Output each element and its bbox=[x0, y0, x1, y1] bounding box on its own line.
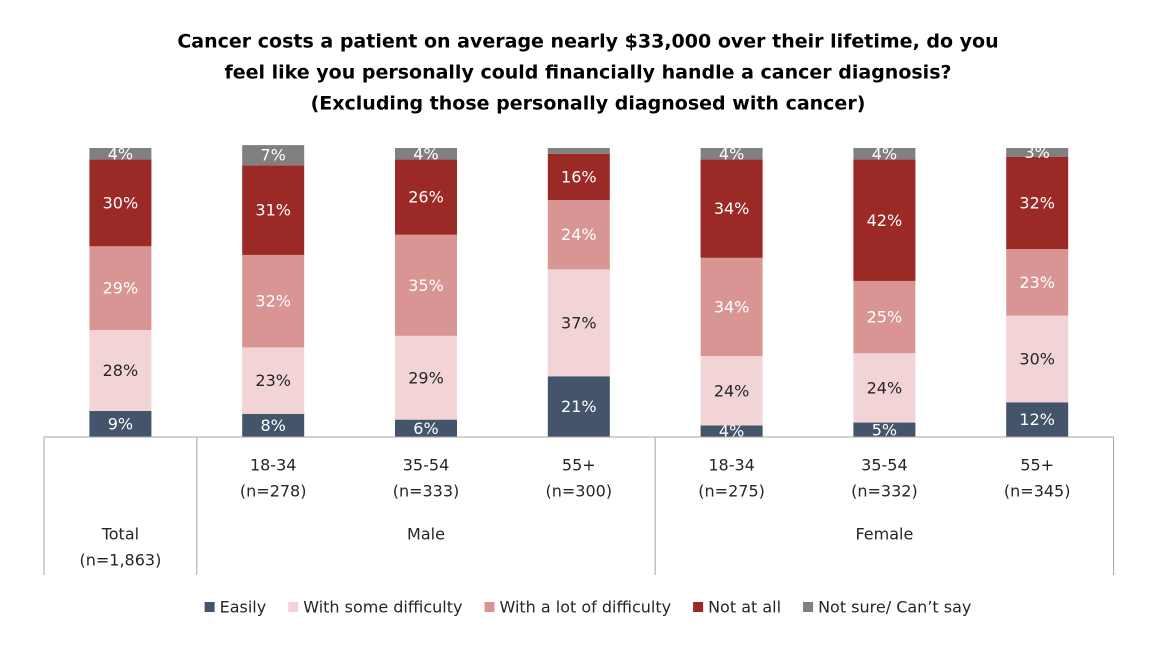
x-tick-label: (n=275) bbox=[698, 482, 765, 501]
x-tick-label: (n=332) bbox=[851, 482, 918, 501]
data-label: 23% bbox=[255, 371, 291, 390]
data-label: 3% bbox=[1025, 143, 1050, 162]
x-tick-label: (n=278) bbox=[240, 482, 307, 501]
data-label: 28% bbox=[103, 361, 139, 380]
data-label: 9% bbox=[108, 414, 133, 433]
bar-segment bbox=[547, 269, 610, 377]
data-label: 23% bbox=[1019, 273, 1055, 292]
data-label: 31% bbox=[255, 201, 291, 220]
legend-swatch bbox=[693, 602, 704, 612]
bar-segment bbox=[700, 425, 763, 437]
bar-segment bbox=[547, 200, 610, 270]
bar-segment bbox=[547, 148, 610, 154]
chart-title: feel like you personally could financial… bbox=[224, 62, 951, 84]
data-label: 24% bbox=[714, 381, 750, 400]
bar-segment bbox=[1006, 156, 1069, 250]
data-label: 32% bbox=[1019, 193, 1055, 212]
data-label: 12% bbox=[1019, 410, 1055, 429]
data-label: 6% bbox=[413, 419, 438, 438]
data-label: 29% bbox=[103, 279, 139, 298]
group-label: Female bbox=[855, 525, 913, 544]
legend-swatch bbox=[204, 602, 215, 612]
bar-segment bbox=[242, 165, 305, 255]
data-label: 26% bbox=[408, 188, 444, 207]
bar-segment bbox=[1006, 315, 1069, 403]
bar-segment bbox=[853, 148, 916, 160]
bar-segment bbox=[700, 148, 763, 160]
data-label: 35% bbox=[408, 276, 444, 295]
bar-segment bbox=[242, 145, 305, 166]
bar-segment bbox=[853, 422, 916, 437]
x-tick-label: 55+ bbox=[1020, 456, 1054, 475]
data-label: 4% bbox=[719, 422, 744, 441]
data-label: 30% bbox=[103, 193, 139, 212]
data-label: 24% bbox=[867, 378, 903, 397]
x-tick-label: 18-34 bbox=[250, 456, 297, 475]
bar-segment bbox=[1006, 249, 1069, 316]
data-label: 37% bbox=[561, 313, 597, 332]
x-tick-label: 18-34 bbox=[708, 456, 755, 475]
data-label: 34% bbox=[714, 297, 750, 316]
data-label: 4% bbox=[719, 144, 744, 163]
x-tick-label: 55+ bbox=[562, 456, 596, 475]
bar-segment bbox=[242, 413, 305, 437]
x-tick-label: (n=300) bbox=[546, 482, 613, 501]
bar-segment bbox=[853, 159, 916, 281]
bar-segment bbox=[547, 376, 610, 437]
data-label: 34% bbox=[714, 199, 750, 218]
bar-segment bbox=[395, 419, 457, 437]
data-label: 32% bbox=[255, 292, 291, 311]
x-tick-label: (n=1,863) bbox=[79, 551, 161, 570]
bar-segment bbox=[853, 280, 916, 354]
bar-segment bbox=[395, 148, 457, 160]
data-label: 8% bbox=[261, 416, 286, 435]
legend-label: Easily bbox=[220, 598, 267, 617]
bar-segment bbox=[89, 330, 152, 411]
group-label: Male bbox=[407, 525, 445, 544]
data-label: 24% bbox=[561, 225, 597, 244]
legend-label: Not sure/ Can’t say bbox=[818, 598, 971, 617]
data-label: 16% bbox=[561, 167, 597, 186]
bar-segment bbox=[89, 159, 152, 247]
legend-swatch bbox=[288, 602, 299, 612]
bar-segment bbox=[700, 356, 763, 426]
data-label: 42% bbox=[867, 211, 903, 230]
bar-segment bbox=[700, 159, 763, 258]
chart-title: Cancer costs a patient on average nearly… bbox=[177, 31, 998, 53]
bar-segment bbox=[89, 410, 152, 437]
x-tick-label: (n=345) bbox=[1004, 482, 1071, 501]
bar-segment bbox=[547, 153, 610, 201]
bar-segment bbox=[1006, 402, 1069, 437]
legend-swatch bbox=[803, 602, 814, 612]
data-label: 4% bbox=[413, 144, 438, 163]
chart-title: (Excluding those personally diagnosed wi… bbox=[311, 93, 866, 115]
data-label: 5% bbox=[872, 420, 897, 439]
data-label: 21% bbox=[561, 397, 597, 416]
legend-label: Not at all bbox=[708, 598, 781, 617]
bar-segment bbox=[89, 246, 152, 331]
bar-segment bbox=[395, 335, 457, 420]
bar-segment bbox=[395, 234, 457, 336]
data-label: 4% bbox=[108, 144, 133, 163]
legend-label: With some difficulty bbox=[303, 598, 462, 617]
bar-segment bbox=[1006, 148, 1069, 157]
x-tick-label: Total bbox=[101, 525, 139, 544]
x-tick-label: 35-54 bbox=[403, 456, 450, 475]
data-label: 7% bbox=[261, 146, 286, 165]
bar-segment bbox=[853, 353, 916, 423]
legend-swatch bbox=[484, 602, 495, 612]
x-tick-label: (n=333) bbox=[393, 482, 460, 501]
x-tick-label: 35-54 bbox=[861, 456, 908, 475]
data-label: 4% bbox=[872, 144, 897, 163]
bar-segment bbox=[700, 257, 763, 357]
bar-segment bbox=[242, 254, 305, 348]
data-label: 30% bbox=[1019, 349, 1055, 368]
bar-segment bbox=[242, 347, 305, 414]
bar-segment bbox=[89, 148, 152, 160]
bar-segment bbox=[395, 159, 457, 235]
legend-label: With a lot of difficulty bbox=[499, 598, 671, 617]
data-label: 29% bbox=[408, 368, 444, 387]
data-label: 25% bbox=[867, 308, 903, 327]
